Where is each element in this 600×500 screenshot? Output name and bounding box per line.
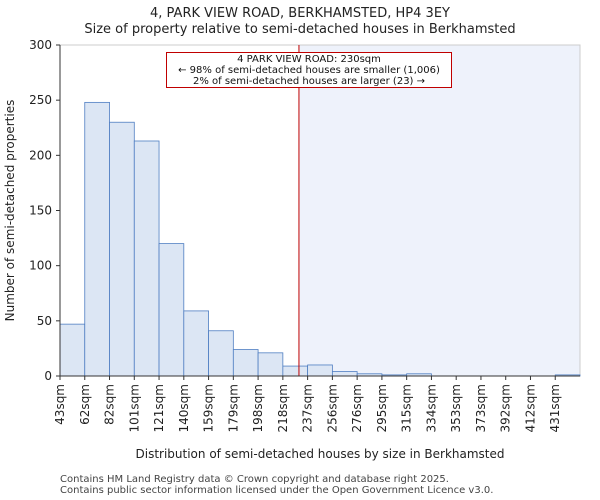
annotation-line-3: 2% of semi-detached houses are larger (2… xyxy=(192,76,426,87)
bar-256sqm xyxy=(331,371,358,377)
x-tick-label-237sqm: 237sqm xyxy=(301,384,315,432)
bar-179sqm xyxy=(232,349,259,377)
x-tick-label-373sqm: 373sqm xyxy=(474,384,488,432)
x-tick-label-179sqm: 179sqm xyxy=(226,384,240,432)
annotation-line-1: 4 PARK VIEW ROAD: 230sqm xyxy=(237,54,381,65)
x-tick-label-82sqm: 82sqm xyxy=(103,384,117,425)
x-tick-label-353sqm: 353sqm xyxy=(449,384,463,432)
annotation-line-2: ← 98% of semi-detached houses are smalle… xyxy=(178,65,440,76)
x-tick-label-218sqm: 218sqm xyxy=(276,384,290,432)
bar-237sqm xyxy=(307,364,333,377)
x-tick-label-62sqm: 62sqm xyxy=(78,384,92,425)
x-tick-label-159sqm: 159sqm xyxy=(202,384,216,432)
x-tick-label-43sqm: 43sqm xyxy=(53,384,67,425)
bar-218sqm xyxy=(282,365,309,377)
y-tick-label-250: 250 xyxy=(29,93,52,107)
larger-region-highlight xyxy=(298,45,580,376)
chart-title: 4, PARK VIEW ROAD, BERKHAMSTED, HP4 3EY xyxy=(150,6,450,21)
footer-licence: Contains public sector information licen… xyxy=(60,485,494,496)
bar-43sqm xyxy=(59,323,86,377)
chart-subtitle: Size of property relative to semi-detach… xyxy=(84,22,516,37)
x-tick-label-334sqm: 334sqm xyxy=(424,384,438,432)
x-tick-label-315sqm: 315sqm xyxy=(400,384,414,432)
y-tick-label-50: 50 xyxy=(37,314,52,328)
bar-82sqm xyxy=(109,121,135,377)
x-tick-label-198sqm: 198sqm xyxy=(251,384,265,432)
bar-198sqm xyxy=(257,352,284,377)
y-tick-label-150: 150 xyxy=(29,204,52,218)
x-tick-label-256sqm: 256sqm xyxy=(325,384,339,432)
y-tick-label-200: 200 xyxy=(29,148,52,162)
x-axis-title: Distribution of semi-detached houses by … xyxy=(136,447,505,461)
bar-101sqm xyxy=(133,140,160,377)
footer-copyright: Contains HM Land Registry data © Crown c… xyxy=(60,474,449,485)
bar-121sqm xyxy=(158,243,185,377)
y-axis-title: Number of semi-detached properties xyxy=(3,100,17,322)
x-tick-label-140sqm: 140sqm xyxy=(177,384,191,432)
marker-annotation-box: 4 PARK VIEW ROAD: 230sqm ← 98% of semi-d… xyxy=(166,52,452,88)
y-tick-label-0: 0 xyxy=(44,369,52,383)
x-tick-label-431sqm: 431sqm xyxy=(548,384,562,432)
bar-62sqm xyxy=(84,101,110,377)
x-tick-label-101sqm: 101sqm xyxy=(127,384,141,432)
x-tick-label-412sqm: 412sqm xyxy=(523,384,537,432)
x-tick-label-276sqm: 276sqm xyxy=(350,384,364,432)
x-tick-label-121sqm: 121sqm xyxy=(152,384,166,432)
bar-140sqm xyxy=(183,310,209,377)
x-tick-label-392sqm: 392sqm xyxy=(499,384,513,432)
y-tick-label-300: 300 xyxy=(29,38,52,52)
bar-159sqm xyxy=(208,330,234,377)
y-tick-label-100: 100 xyxy=(29,259,52,273)
x-tick-label-295sqm: 295sqm xyxy=(375,384,389,432)
